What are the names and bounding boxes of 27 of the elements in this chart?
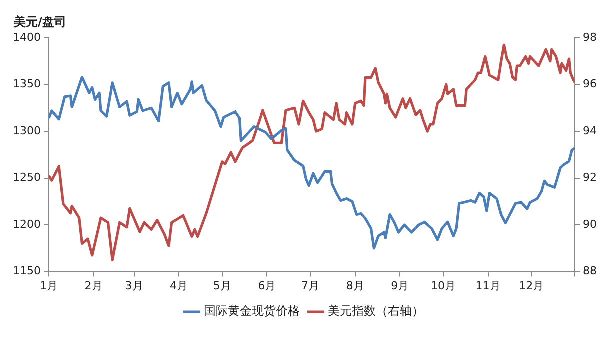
y-tick-label: 1300	[12, 124, 41, 138]
x-tick-label: 7月	[302, 279, 320, 292]
x-tick-label: 2月	[84, 279, 103, 292]
y-tick-label: 1250	[12, 171, 41, 184]
y2-tick-label: 98	[583, 30, 598, 44]
x-tick-label: 11月	[476, 279, 501, 292]
x-tick-label: 1月	[40, 279, 58, 292]
x-tick-label: 9月	[391, 279, 410, 292]
x-tick-label: 3月	[125, 279, 144, 292]
y2-tick-label: 96	[583, 78, 598, 91]
y2-tick-label: 88	[583, 264, 598, 278]
x-tick-label: 4月	[170, 279, 188, 292]
y-tick-label: 1200	[12, 218, 41, 231]
y2-tick-label: 90	[583, 218, 598, 231]
x-tick-label: 10月	[431, 279, 456, 292]
y2-tick-label: 94	[583, 124, 598, 138]
x-tick-label: 5月	[213, 279, 232, 292]
y-axis-title: 美元/盘司	[13, 15, 66, 30]
x-tick-label: 6月	[258, 279, 276, 292]
y-tick-label: 1350	[12, 78, 41, 91]
y2-tick-label: 92	[583, 171, 598, 184]
y-tick-label: 1400	[12, 30, 41, 44]
y-tick-label: 1150	[12, 264, 41, 278]
legend-label: 国际黄金现货价格	[204, 304, 300, 318]
x-tick-label: 12月	[519, 279, 544, 292]
legend-label: 美元指数（右轴）	[328, 304, 424, 318]
x-tick-label: 8月	[346, 279, 364, 292]
